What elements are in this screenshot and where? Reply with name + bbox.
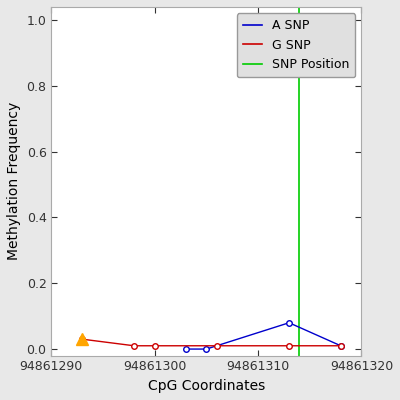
Legend: A SNP, G SNP, SNP Position: A SNP, G SNP, SNP Position [236,13,355,77]
Y-axis label: Methylation Frequency: Methylation Frequency [7,102,21,260]
X-axis label: CpG Coordinates: CpG Coordinates [148,379,265,393]
